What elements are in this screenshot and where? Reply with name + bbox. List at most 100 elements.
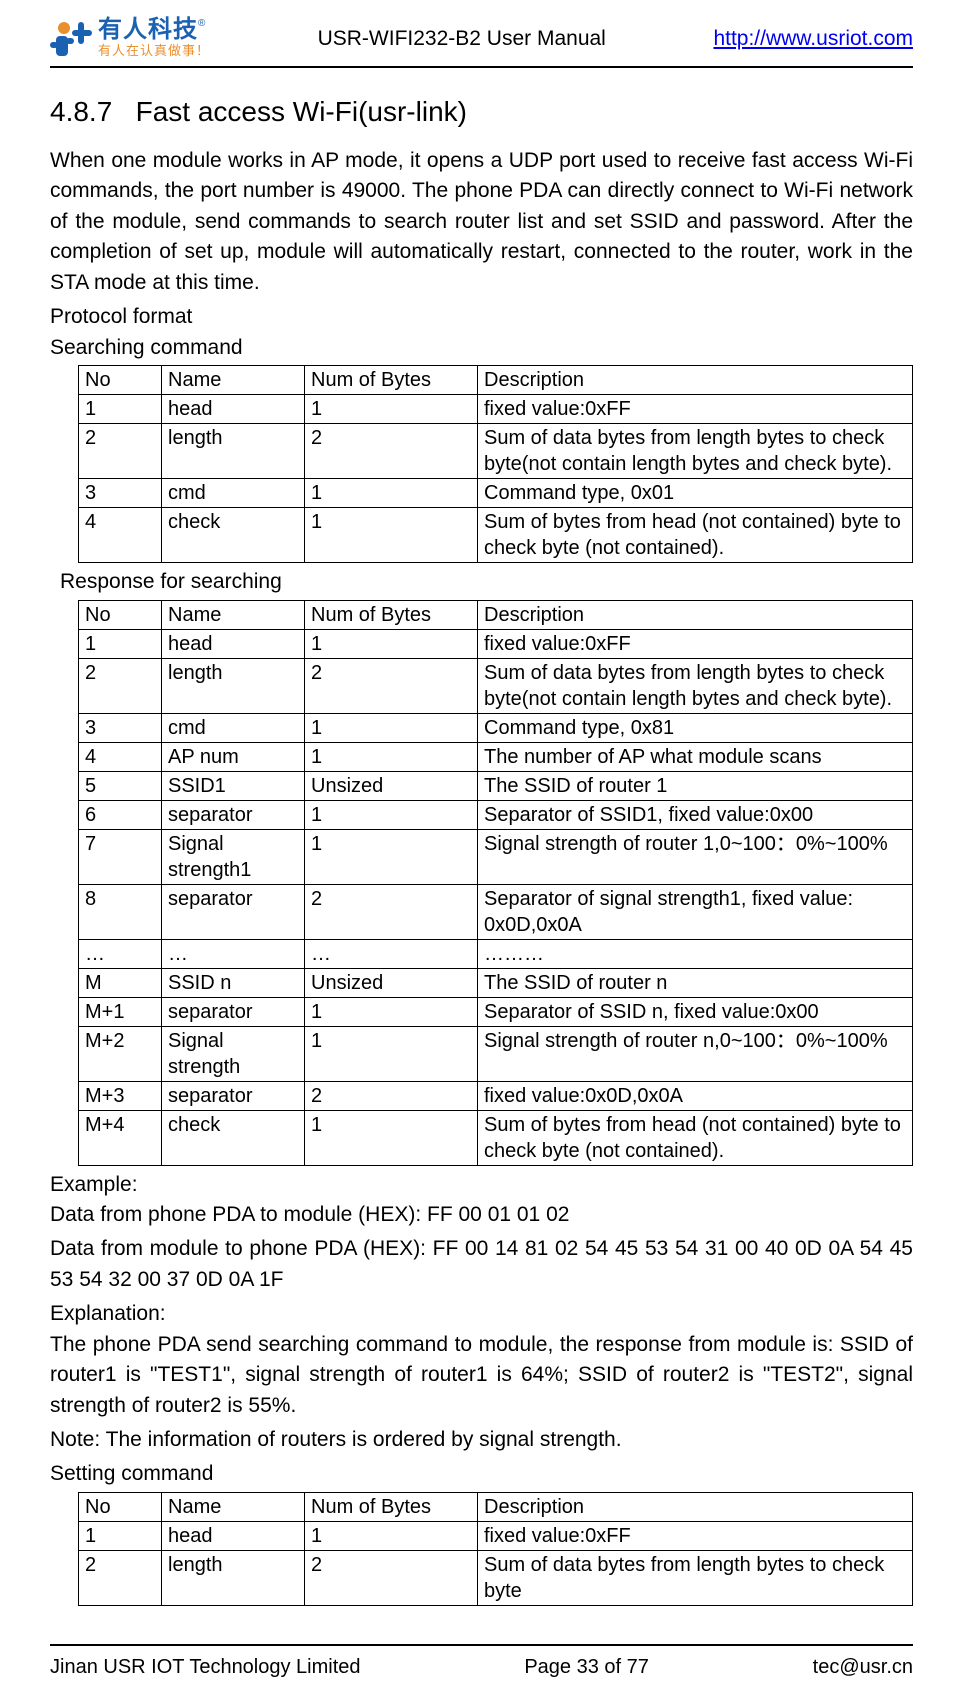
table-cell-name: separator: [162, 1081, 305, 1110]
table-cell-num: 2: [305, 1550, 478, 1605]
table-row: 6separator1Separator of SSID1, fixed val…: [79, 800, 913, 829]
table-cell-num: 1: [305, 1026, 478, 1081]
table-cell-desc: ………: [478, 939, 913, 968]
table-cell-no: M+3: [79, 1081, 162, 1110]
table-cell-desc: Sum of bytes from head (not contained) b…: [478, 1110, 913, 1165]
col-header-no: No: [79, 366, 162, 395]
table-cell-num: …: [305, 939, 478, 968]
table-cell-num: 1: [305, 629, 478, 658]
table-cell-num: Unsized: [305, 771, 478, 800]
col-header-no: No: [79, 600, 162, 629]
table-row: MSSID nUnsizedThe SSID of router n: [79, 968, 913, 997]
table-cell-no: 2: [79, 658, 162, 713]
col-header-num: Num of Bytes: [305, 1492, 478, 1521]
table-cell-name: separator: [162, 997, 305, 1026]
logo-text-cn: 有人科技: [98, 16, 198, 43]
search-table-wrap: No Name Num of Bytes Description 1head1f…: [50, 365, 913, 563]
table-row: 3cmd1Command type, 0x01: [79, 479, 913, 508]
table-cell-desc: Command type, 0x81: [478, 713, 913, 742]
table-cell-desc: Separator of SSID1, fixed value:0x00: [478, 800, 913, 829]
table-cell-no: 8: [79, 884, 162, 939]
page-container: 有人科技® 有人在认真做事！ USR-WIFI232-B2 User Manua…: [0, 0, 963, 1699]
table-cell-num: 1: [305, 395, 478, 424]
table-row: M+1separator1Separator of SSID n, fixed …: [79, 997, 913, 1026]
page-header: 有人科技® 有人在认真做事！ USR-WIFI232-B2 User Manua…: [50, 18, 913, 68]
table-row: 7Signal strength11Signal strength of rou…: [79, 829, 913, 884]
footer-left: Jinan USR IOT Technology Limited: [50, 1656, 361, 1679]
col-header-desc: Description: [478, 366, 913, 395]
table-header-row: No Name Num of Bytes Description: [79, 366, 913, 395]
footer-right: tec@usr.cn: [813, 1656, 913, 1679]
searching-command-label: Searching command: [50, 333, 913, 363]
table-cell-no: 1: [79, 629, 162, 658]
table-cell-num: 1: [305, 479, 478, 508]
table-row: 2length2Sum of data bytes from length by…: [79, 658, 913, 713]
table-cell-num: 2: [305, 424, 478, 479]
table-header-row: No Name Num of Bytes Description: [79, 600, 913, 629]
table-cell-name: separator: [162, 884, 305, 939]
col-header-name: Name: [162, 1492, 305, 1521]
table-cell-name: check: [162, 1110, 305, 1165]
col-header-desc: Description: [478, 1492, 913, 1521]
table-row: ………………: [79, 939, 913, 968]
section-title-text: Fast access Wi-Fi(usr-link): [136, 96, 467, 127]
table-cell-no: 2: [79, 1550, 162, 1605]
table-row: M+2Signal strength1Signal strength of ro…: [79, 1026, 913, 1081]
table-cell-num: 1: [305, 1110, 478, 1165]
table-cell-num: 1: [305, 713, 478, 742]
footer-center: Page 33 of 77: [524, 1656, 649, 1679]
logo-block: 有人科技® 有人在认真做事！: [50, 18, 210, 60]
explanation-label: Explanation:: [50, 1299, 913, 1329]
table-cell-name: …: [162, 939, 305, 968]
table-cell-desc: Separator of signal strength1, fixed val…: [478, 884, 913, 939]
col-header-num: Num of Bytes: [305, 366, 478, 395]
col-header-name: Name: [162, 366, 305, 395]
note-line: Note: The information of routers is orde…: [50, 1425, 913, 1455]
table-cell-desc: Sum of bytes from head (not contained) b…: [478, 508, 913, 563]
table-cell-desc: fixed value:0xFF: [478, 629, 913, 658]
table-cell-name: SSID n: [162, 968, 305, 997]
table-cell-no: 3: [79, 479, 162, 508]
logo-icon: [50, 18, 92, 60]
table-cell-desc: Signal strength of router 1,0~100：0%~100…: [478, 829, 913, 884]
setting-table-wrap: No Name Num of Bytes Description 1head1f…: [50, 1492, 913, 1606]
table-cell-name: SSID1: [162, 771, 305, 800]
table-cell-name: cmd: [162, 479, 305, 508]
logo-text-wrap: 有人科技® 有人在认真做事！: [98, 18, 210, 60]
table-cell-name: length: [162, 424, 305, 479]
table-row: M+3separator2fixed value:0x0D,0x0A: [79, 1081, 913, 1110]
example-line-1: Data from phone PDA to module (HEX): FF …: [50, 1200, 913, 1230]
col-header-name: Name: [162, 600, 305, 629]
table-cell-num: 2: [305, 1081, 478, 1110]
setting-command-table: No Name Num of Bytes Description 1head1f…: [78, 1492, 913, 1606]
table-cell-num: 1: [305, 1521, 478, 1550]
section-number: 4.8.7: [50, 96, 112, 127]
table-cell-name: Signal strength1: [162, 829, 305, 884]
table-cell-desc: Sum of data bytes from length bytes to c…: [478, 424, 913, 479]
table-cell-name: head: [162, 629, 305, 658]
table-cell-name: head: [162, 395, 305, 424]
page-footer: Jinan USR IOT Technology Limited Page 33…: [50, 1644, 913, 1679]
table-cell-no: 1: [79, 395, 162, 424]
explanation-body: The phone PDA send searching command to …: [50, 1330, 913, 1421]
table-cell-desc: Sum of data bytes from length bytes to c…: [478, 1550, 913, 1605]
table-cell-no: 4: [79, 508, 162, 563]
table-row: 8separator2Separator of signal strength1…: [79, 884, 913, 939]
table-cell-name: cmd: [162, 713, 305, 742]
col-header-no: No: [79, 1492, 162, 1521]
table-cell-name: length: [162, 1550, 305, 1605]
table-cell-num: 2: [305, 658, 478, 713]
table-cell-desc: Separator of SSID n, fixed value:0x00: [478, 997, 913, 1026]
table-row: M+4check1Sum of bytes from head (not con…: [79, 1110, 913, 1165]
table-row: 4check1Sum of bytes from head (not conta…: [79, 508, 913, 563]
table-cell-name: AP num: [162, 742, 305, 771]
table-cell-desc: fixed value:0x0D,0x0A: [478, 1081, 913, 1110]
table-cell-num: 2: [305, 884, 478, 939]
table-row: 1head1fixed value:0xFF: [79, 395, 913, 424]
header-link[interactable]: http://www.usriot.com: [713, 27, 913, 51]
response-searching-table: No Name Num of Bytes Description 1head1f…: [78, 600, 913, 1166]
table-cell-name: Signal strength: [162, 1026, 305, 1081]
setting-command-label: Setting command: [50, 1459, 913, 1489]
table-cell-no: M+4: [79, 1110, 162, 1165]
table-header-row: No Name Num of Bytes Description: [79, 1492, 913, 1521]
